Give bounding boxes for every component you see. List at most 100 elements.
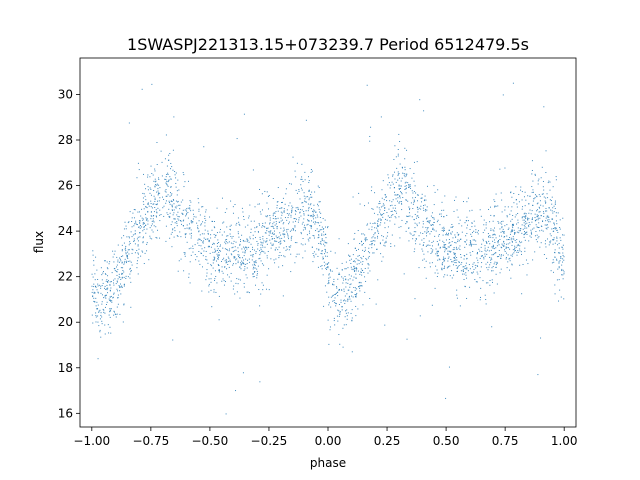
data-point — [317, 222, 319, 224]
data-point — [326, 267, 328, 268]
data-point — [518, 201, 520, 203]
data-point — [315, 217, 317, 219]
data-point — [558, 279, 560, 281]
data-point — [242, 372, 244, 374]
data-point — [361, 274, 363, 276]
data-point — [268, 208, 269, 210]
data-point — [536, 234, 538, 236]
data-point — [356, 292, 358, 294]
data-point — [269, 230, 271, 232]
data-point — [188, 273, 190, 275]
data-point — [367, 257, 369, 259]
data-point — [109, 309, 111, 311]
data-point — [283, 210, 285, 212]
data-point — [418, 235, 420, 237]
data-point — [364, 267, 366, 269]
data-point — [135, 220, 137, 222]
data-point — [324, 245, 326, 247]
data-point — [302, 221, 304, 223]
data-point — [253, 262, 255, 264]
data-point — [275, 247, 277, 249]
data-point — [442, 262, 444, 264]
data-point — [246, 263, 248, 265]
data-point — [283, 222, 285, 224]
data-point — [165, 191, 167, 193]
data-point — [441, 267, 443, 269]
data-point — [283, 229, 285, 231]
data-point — [305, 210, 307, 212]
data-point — [260, 244, 262, 246]
data-point — [153, 225, 155, 227]
data-point — [232, 251, 234, 253]
data-point — [406, 221, 408, 223]
data-point — [305, 201, 307, 203]
data-point — [458, 247, 460, 249]
data-point — [171, 201, 173, 203]
data-point — [148, 205, 150, 207]
data-point — [128, 236, 130, 238]
data-point — [327, 226, 329, 228]
data-point — [527, 219, 529, 221]
data-point — [495, 205, 497, 207]
data-point — [189, 208, 191, 210]
data-point — [99, 309, 101, 311]
data-point — [183, 252, 185, 254]
data-point — [172, 228, 174, 230]
data-point — [389, 200, 391, 202]
data-point — [116, 274, 118, 276]
data-point — [237, 254, 239, 256]
data-point — [485, 250, 487, 252]
data-point — [352, 296, 354, 298]
data-point — [545, 150, 547, 152]
x-tick-label: 0.50 — [433, 434, 460, 448]
data-point — [508, 227, 510, 229]
data-point — [113, 292, 115, 294]
data-point — [281, 212, 283, 214]
data-point — [143, 263, 145, 265]
data-point — [286, 219, 288, 221]
data-point — [523, 236, 525, 238]
data-point — [519, 242, 521, 244]
data-point — [347, 300, 349, 302]
data-point — [360, 257, 362, 259]
data-point — [100, 312, 102, 314]
data-point — [452, 225, 454, 227]
data-point — [384, 207, 386, 209]
data-point — [123, 276, 125, 278]
data-point — [463, 270, 465, 272]
data-point — [423, 200, 425, 202]
data-point — [357, 308, 359, 310]
data-point — [342, 327, 344, 329]
data-point — [503, 241, 505, 243]
data-point — [423, 238, 425, 240]
data-point — [121, 261, 123, 263]
data-point — [142, 236, 144, 238]
data-point — [218, 256, 220, 258]
data-point — [285, 193, 287, 195]
data-point — [230, 235, 232, 237]
data-point — [454, 236, 456, 238]
data-point — [527, 263, 529, 265]
data-point — [244, 246, 246, 248]
data-point — [436, 221, 438, 223]
data-point — [313, 204, 315, 206]
data-point — [386, 219, 388, 221]
data-point — [246, 238, 248, 240]
data-point — [168, 208, 170, 210]
data-point — [286, 213, 288, 215]
data-point — [277, 217, 279, 219]
data-point — [503, 243, 505, 245]
data-point — [546, 224, 548, 226]
data-point — [516, 251, 518, 253]
data-point — [237, 251, 239, 253]
data-point — [279, 207, 281, 209]
data-point — [109, 261, 111, 263]
data-point — [562, 244, 564, 246]
data-point — [201, 206, 203, 208]
data-point — [510, 220, 512, 222]
data-point — [485, 227, 487, 229]
data-point — [219, 245, 221, 247]
data-point — [238, 236, 240, 238]
data-point — [258, 203, 260, 205]
data-point — [350, 263, 352, 264]
